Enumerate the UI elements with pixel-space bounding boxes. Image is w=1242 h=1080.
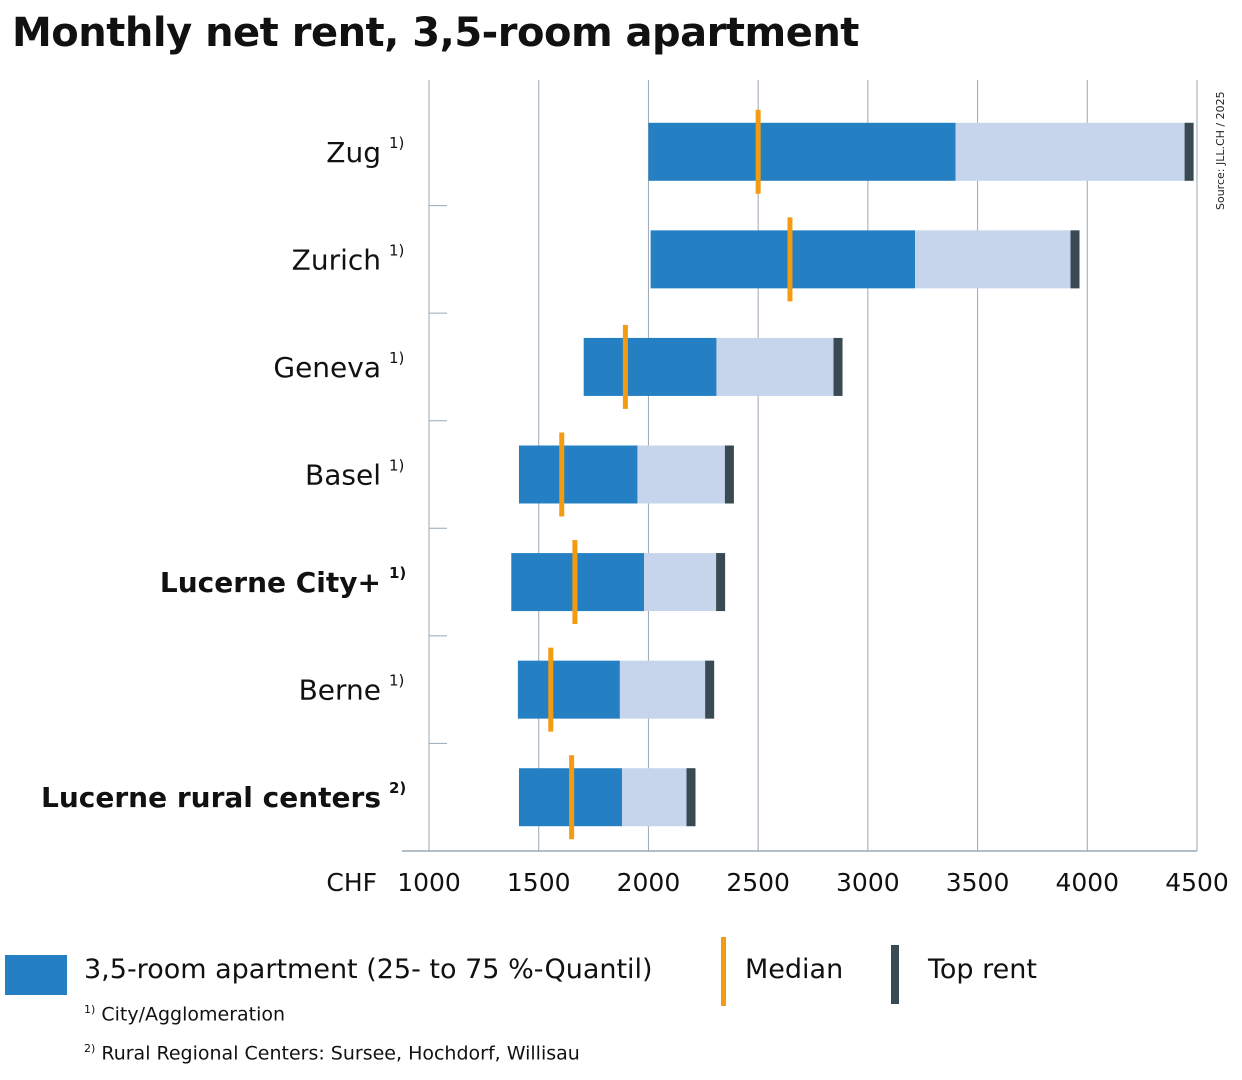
bar-upper-2 <box>716 337 842 396</box>
x-tick-label-3500: 3500 <box>946 868 1010 897</box>
bar-upper-6 <box>622 768 695 827</box>
median-mark-5 <box>548 647 554 732</box>
category-label-0: Zug <box>326 136 381 169</box>
legend-top-rent-label: Top rent <box>928 954 1037 985</box>
top-rent-mark-0 <box>1184 122 1194 181</box>
x-tick-label-4500: 4500 <box>1165 868 1229 897</box>
bar-iqr-5 <box>517 660 620 719</box>
category-footnote-0: 1) <box>389 134 404 152</box>
median-mark-3 <box>559 432 565 517</box>
top-rent-mark-3 <box>724 445 734 504</box>
bar-upper-1 <box>915 230 1079 289</box>
x-axis: CHF 1000 1500 2000 2500 3000 3500 4000 4500 <box>326 205 1229 897</box>
category-footnote-3: 1) <box>389 457 404 475</box>
footnote-2-text: Rural Regional Centers: Sursee, Hochdorf… <box>101 1042 580 1065</box>
category-labels: Zug 1) Zurich 1) Geneva 1) Basel 1) Lucerne City… <box>41 134 406 814</box>
category-footnote-5: 1) <box>389 672 404 690</box>
x-tick-label-2500: 2500 <box>726 868 790 897</box>
footnote-1: 1) City/Agglomeration <box>84 1003 285 1025</box>
category-footnote-6: 2) <box>389 779 406 797</box>
source-label: Source: JLL.CH / 2025 <box>1214 91 1227 210</box>
x-axis-unit-label: CHF <box>326 868 377 897</box>
bar-iqr-0 <box>648 122 956 181</box>
rent-range-chart: Zug 1) Zurich 1) Geneva 1) Basel 1) Lucerne City… <box>41 80 1229 897</box>
legend: 3,5-room apartment (25- to 75 %-Quantil)… <box>0 930 1242 1080</box>
bar-iqr-4 <box>511 553 645 612</box>
bar-iqr-1 <box>650 230 916 289</box>
x-tick-label-1000: 1000 <box>397 868 461 897</box>
legend-median-swatch <box>721 937 726 1006</box>
median-mark-4 <box>572 540 578 625</box>
category-footnote-2: 1) <box>389 349 404 367</box>
median-mark-2 <box>622 324 628 409</box>
footnote-1-mark: 1) <box>84 1003 96 1016</box>
top-rent-mark-1 <box>1070 230 1080 289</box>
x-tick-label-1500: 1500 <box>507 868 571 897</box>
top-rent-mark-6 <box>686 768 696 827</box>
category-label-4: Lucerne City+ <box>160 566 381 599</box>
median-mark-6 <box>569 755 575 840</box>
bar-upper-3 <box>637 445 733 504</box>
legend-top-rent-swatch <box>891 945 899 1004</box>
category-label-1: Zurich <box>292 243 381 276</box>
median-mark-0 <box>755 109 761 194</box>
category-label-5: Berne <box>299 674 381 707</box>
top-rent-mark-4 <box>716 553 726 612</box>
top-rent-mark-5 <box>705 660 715 719</box>
footnote-2-mark: 2) <box>84 1042 96 1055</box>
category-label-6: Lucerne rural centers <box>41 781 381 814</box>
median-mark-1 <box>787 217 793 302</box>
x-tick-label-4000: 4000 <box>1055 868 1119 897</box>
category-footnote-4: 1) <box>389 564 406 582</box>
footnote-1-text: City/Agglomeration <box>101 1003 286 1026</box>
bar-upper-0 <box>955 122 1193 181</box>
x-tick-label-3000: 3000 <box>836 868 900 897</box>
chart-title: Monthly net rent, 3,5-room apartment <box>12 10 859 56</box>
category-label-2: Geneva <box>273 351 381 384</box>
bar-iqr-3 <box>518 445 638 504</box>
top-rent-mark-2 <box>833 337 843 396</box>
legend-range-swatch <box>5 955 67 995</box>
category-footnote-1: 1) <box>389 241 404 259</box>
legend-median-label: Median <box>745 954 844 985</box>
bars <box>511 109 1194 840</box>
bar-upper-4 <box>644 553 725 612</box>
x-tick-label-2000: 2000 <box>617 868 681 897</box>
bar-iqr-2 <box>583 337 717 396</box>
bar-upper-5 <box>619 660 714 719</box>
category-label-3: Basel <box>305 459 381 492</box>
legend-range-label: 3,5-room apartment (25- to 75 %-Quantil) <box>84 954 653 985</box>
footnote-2: 2) Rural Regional Centers: Sursee, Hochd… <box>84 1042 580 1064</box>
